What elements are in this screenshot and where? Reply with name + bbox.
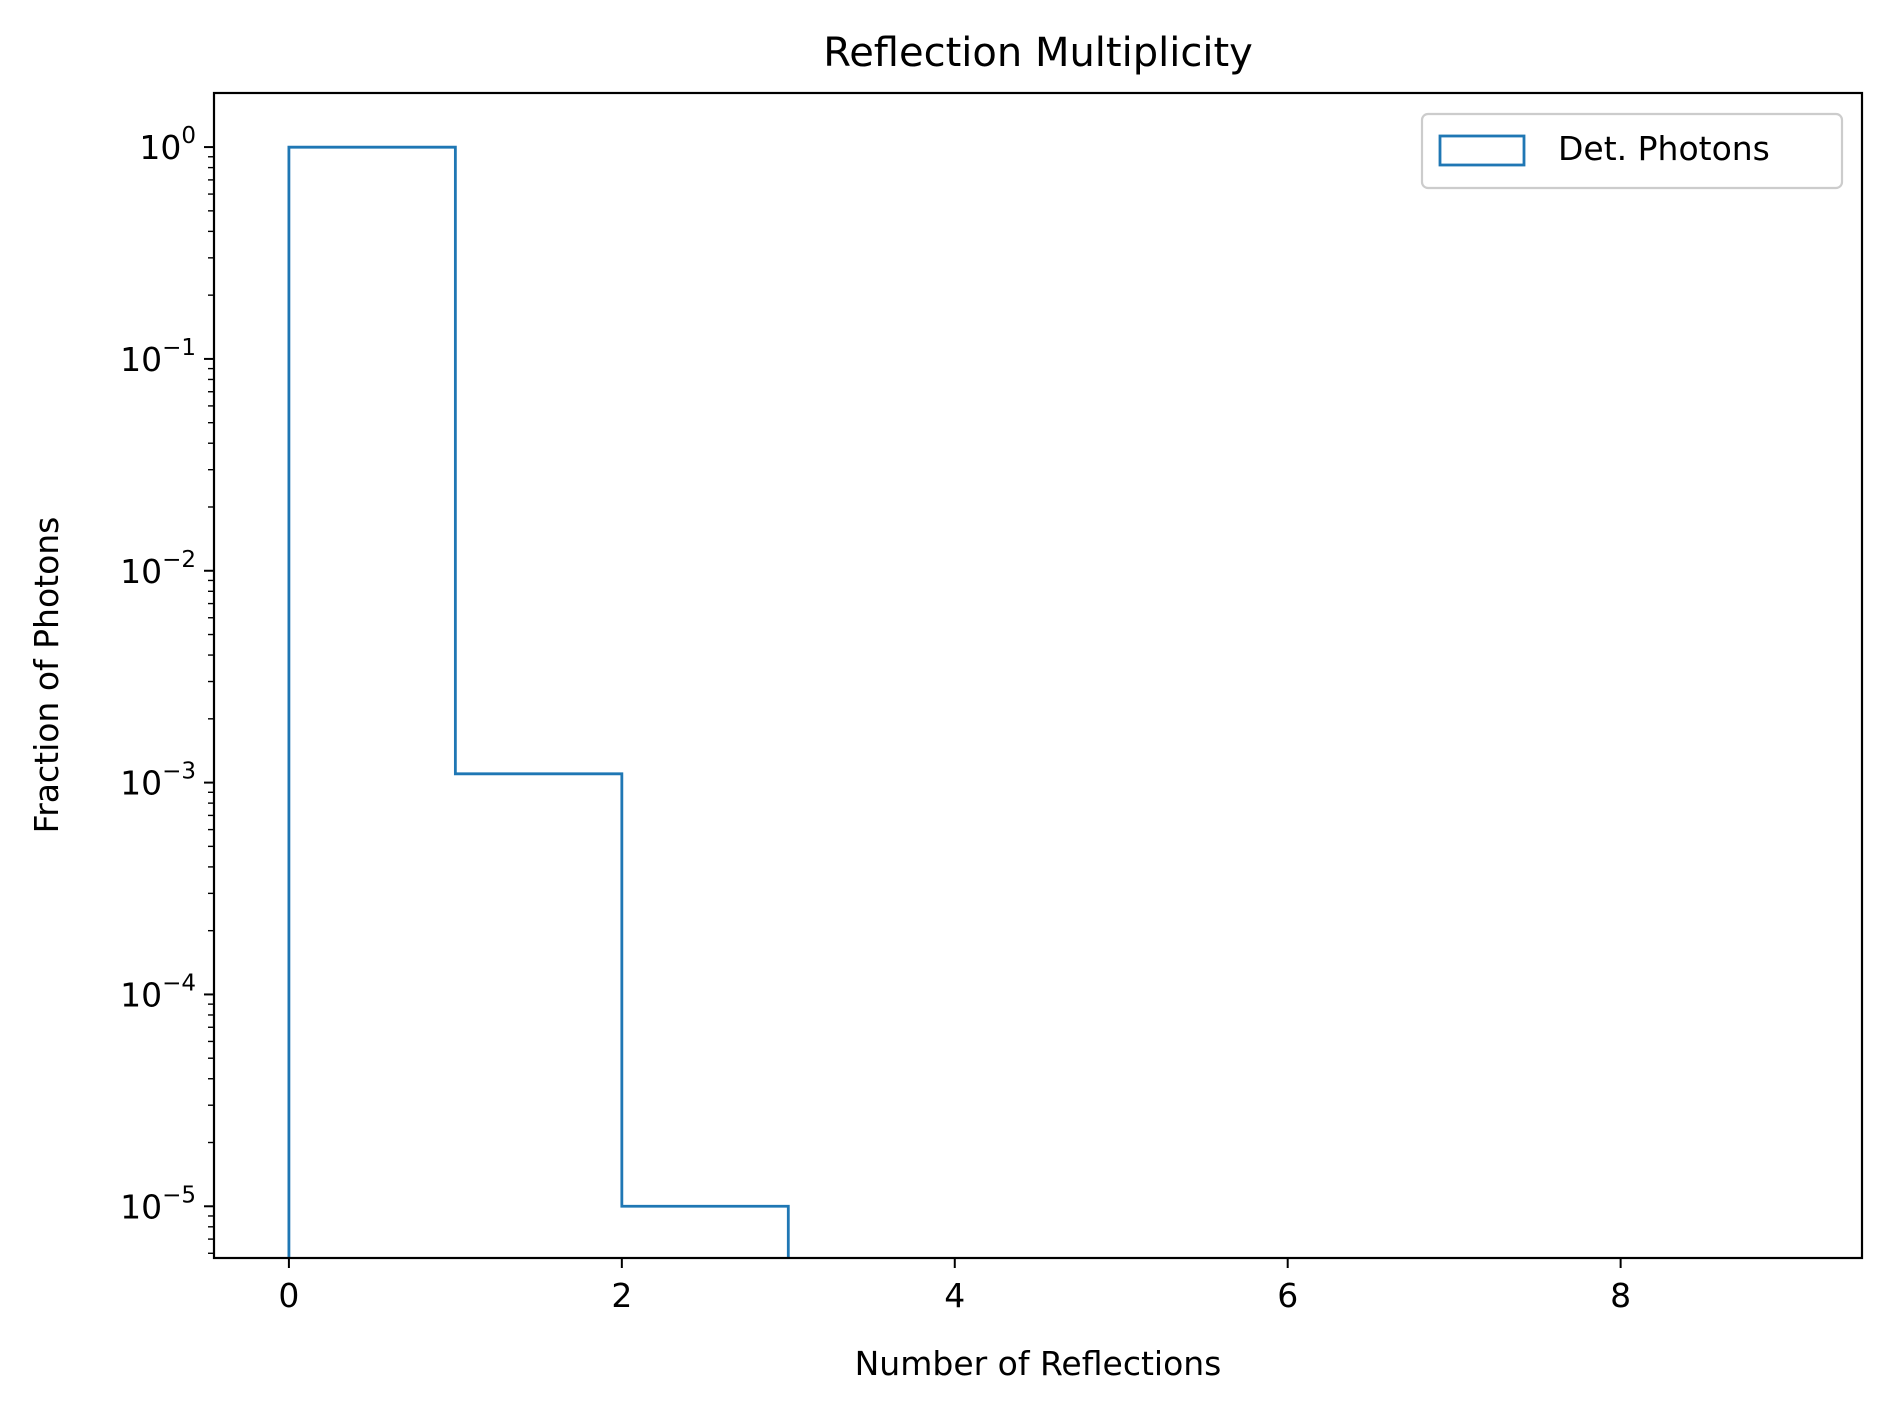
plot-area-frame <box>212 91 1864 1260</box>
y-tick-label: 10−3 <box>120 759 196 803</box>
x-tick-label: 0 <box>278 1276 299 1315</box>
y-tick-label: 10−1 <box>120 335 196 379</box>
y-tick-label: 10−2 <box>120 547 196 591</box>
legend-box <box>1420 112 1844 190</box>
legend-swatch <box>1438 134 1526 167</box>
x-tick-label: 2 <box>611 1276 632 1315</box>
x-tick-label: 6 <box>1277 1276 1298 1315</box>
x-axis-label: Number of Reflections <box>855 1344 1222 1383</box>
histogram-step-line <box>287 145 790 1258</box>
x-ticks: 0 2 4 6 8 <box>278 1258 1631 1315</box>
x-tick-label: 4 <box>944 1276 965 1315</box>
chart-title: Reflection Multiplicity <box>823 30 1253 76</box>
y-tick-label: 100 <box>139 123 196 167</box>
y-tick-label: 10−5 <box>120 1182 196 1226</box>
legend-entry-label: Det. Photons <box>1558 129 1770 168</box>
legend: Det. Photons <box>1420 112 1844 190</box>
x-tick-label: 8 <box>1610 1276 1631 1315</box>
y-tick-label: 10−4 <box>120 970 196 1014</box>
y-axis-label: Fraction of Photons <box>27 517 66 834</box>
y-major-ticks: 100 10−1 10−2 10−3 10−4 10−5 <box>120 123 214 1226</box>
